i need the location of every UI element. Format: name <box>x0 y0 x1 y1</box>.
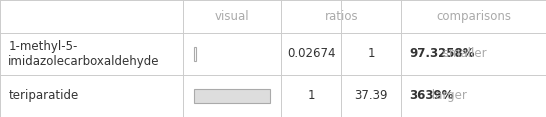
Text: 1: 1 <box>367 47 375 60</box>
Text: comparisons: comparisons <box>436 10 511 23</box>
Text: 1-methyl-5-
imidazolecarboxaldehyde: 1-methyl-5- imidazolecarboxaldehyde <box>8 40 159 68</box>
Bar <box>194 89 270 103</box>
Text: 37.39: 37.39 <box>354 89 388 102</box>
Text: 1: 1 <box>307 89 315 102</box>
Text: smaller: smaller <box>439 47 487 60</box>
Bar <box>194 47 196 61</box>
Text: larger: larger <box>428 89 467 102</box>
Text: visual: visual <box>215 10 250 23</box>
Text: 0.02674: 0.02674 <box>287 47 335 60</box>
Text: ratios: ratios <box>324 10 358 23</box>
Text: 3639%: 3639% <box>410 89 454 102</box>
Text: 97.3258%: 97.3258% <box>410 47 475 60</box>
Text: teriparatide: teriparatide <box>8 89 79 102</box>
